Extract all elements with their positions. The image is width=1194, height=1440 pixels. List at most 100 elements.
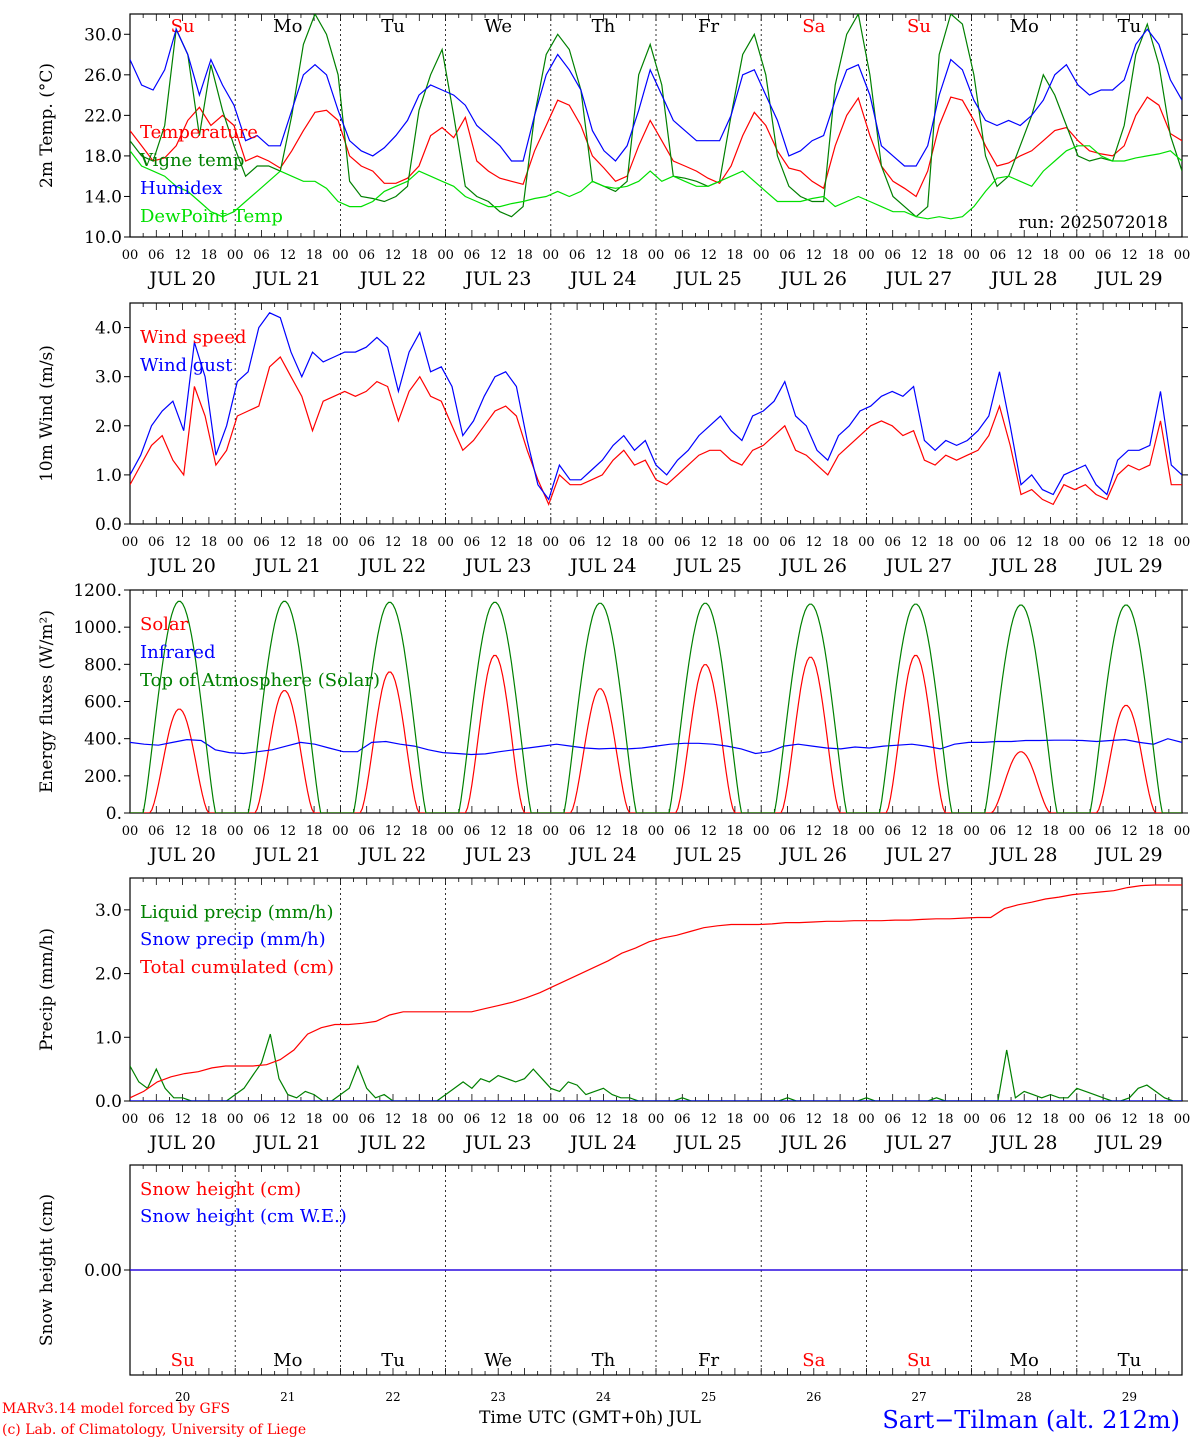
hour-tick-label: 00 <box>1174 1112 1191 1127</box>
hour-tick-label: 00 <box>1069 248 1086 263</box>
day-letter: Mo <box>273 16 302 37</box>
legend-label: Wind speed <box>140 327 246 348</box>
date-label: JUL 22 <box>358 844 426 866</box>
hour-tick-label: 12 <box>1016 1112 1033 1127</box>
hour-tick-label: 06 <box>358 824 375 839</box>
hour-tick-label: 18 <box>201 535 218 550</box>
legend-label: Solar <box>140 614 189 635</box>
hour-tick-label: 12 <box>1121 248 1138 263</box>
day-letter: Su <box>171 16 195 37</box>
hour-tick-label: 12 <box>911 535 928 550</box>
date-label: JUL 26 <box>779 844 847 866</box>
hour-tick-label: 12 <box>911 248 928 263</box>
y-tick-label: 400. <box>84 730 122 750</box>
hour-tick-label: 18 <box>306 535 323 550</box>
hour-tick-label: 00 <box>963 824 980 839</box>
date-label: JUL 22 <box>358 268 426 290</box>
date-label: JUL 22 <box>358 555 426 577</box>
station-label: Sart−Tilman (alt. 212m) <box>882 1406 1180 1434</box>
hour-tick-label: 18 <box>937 824 954 839</box>
y-tick-label: 4.0 <box>95 319 122 339</box>
y-tick-label: 0.00 <box>84 1261 122 1281</box>
y-tick-label: 2.0 <box>95 965 122 985</box>
hour-tick-label: 18 <box>201 1112 218 1127</box>
day-letter: Su <box>907 1350 931 1371</box>
hour-tick-label: 06 <box>464 248 481 263</box>
hour-tick-label: 06 <box>358 535 375 550</box>
hour-tick-label: 12 <box>806 248 823 263</box>
hour-tick-label: 18 <box>1042 1112 1059 1127</box>
hour-tick-label: 12 <box>806 1112 823 1127</box>
y-tick-label: 600. <box>84 693 122 713</box>
date-label: JUL 21 <box>253 268 321 290</box>
hour-tick-label: 00 <box>1174 535 1191 550</box>
hour-tick-label: 12 <box>280 824 297 839</box>
legend-label: Snow height (cm) <box>140 1179 301 1200</box>
day-number-label: 29 <box>1122 1390 1137 1404</box>
hour-tick-label: 06 <box>1095 248 1112 263</box>
hour-tick-label: 06 <box>990 824 1007 839</box>
date-label: JUL 21 <box>253 555 321 577</box>
hour-tick-label: 12 <box>385 1112 402 1127</box>
hour-tick-label: 06 <box>253 535 270 550</box>
hour-tick-label: 18 <box>621 535 638 550</box>
day-letter: Tu <box>381 1350 405 1371</box>
day-number-label: 27 <box>911 1390 926 1404</box>
date-label: JUL 20 <box>147 268 215 290</box>
hour-tick-label: 00 <box>753 535 770 550</box>
hour-tick-label: 06 <box>569 248 586 263</box>
day-letter: Fr <box>698 16 719 37</box>
y-tick-label: 18.0 <box>84 147 122 167</box>
hour-tick-label: 18 <box>727 1112 744 1127</box>
hour-tick-label: 00 <box>543 535 560 550</box>
hour-tick-label: 06 <box>990 1112 1007 1127</box>
hour-tick-label: 06 <box>358 248 375 263</box>
hour-tick-label: 00 <box>543 1112 560 1127</box>
hour-tick-label: 18 <box>1147 1112 1164 1127</box>
day-letter: Tu <box>381 16 405 37</box>
hour-tick-label: 18 <box>621 824 638 839</box>
hour-tick-label: 12 <box>806 824 823 839</box>
hour-tick-label: 06 <box>990 535 1007 550</box>
chart-panels: 10.014.018.022.026.030.02m Temp. (°C)00 0… <box>37 13 1191 1404</box>
hour-tick-label: 12 <box>595 248 612 263</box>
day-letter: Sa <box>802 1350 825 1371</box>
series-line <box>130 96 1182 198</box>
date-label: JUL 25 <box>673 555 741 577</box>
hour-tick-label: 00 <box>437 535 454 550</box>
date-label: JUL 25 <box>673 268 741 290</box>
precip-series-group <box>130 884 1182 1101</box>
hour-tick-label: 12 <box>490 535 507 550</box>
hour-tick-label: 18 <box>832 1112 849 1127</box>
hour-tick-label: 18 <box>937 535 954 550</box>
hour-tick-label: 12 <box>174 248 191 263</box>
series-line <box>130 1033 1182 1101</box>
hour-tick-label: 06 <box>148 1112 165 1127</box>
hour-tick-label: 06 <box>253 824 270 839</box>
series-line <box>130 600 1182 813</box>
hour-tick-label: 12 <box>174 535 191 550</box>
legend-label: Snow precip (mm/h) <box>140 929 326 950</box>
hour-tick-label: 12 <box>911 1112 928 1127</box>
series-line <box>130 356 1182 507</box>
y-axis-label: Snow height (cm) <box>37 1194 57 1346</box>
hour-tick-label: 06 <box>779 824 796 839</box>
y-tick-label: 1.0 <box>95 1028 122 1048</box>
hour-tick-label: 00 <box>1069 535 1086 550</box>
hour-tick-label: 18 <box>201 248 218 263</box>
hour-tick-label: 06 <box>884 824 901 839</box>
hour-tick-label: 12 <box>700 1112 717 1127</box>
energy-panel: 0. 200. 400. 600. 800. 1000. 1200. Energy fluxe… <box>37 581 1190 866</box>
hour-tick-label: 06 <box>253 1112 270 1127</box>
hour-tick-label: 18 <box>621 1112 638 1127</box>
hour-tick-label: 06 <box>779 1112 796 1127</box>
day-number-label: 22 <box>385 1390 400 1404</box>
date-label: JUL 27 <box>884 1132 952 1154</box>
hour-tick-label: 18 <box>516 248 533 263</box>
legend-label: Temperature <box>140 122 258 143</box>
day-number-label: 20 <box>175 1390 190 1404</box>
hour-tick-label: 06 <box>674 824 691 839</box>
hour-tick-label: 12 <box>700 248 717 263</box>
hour-tick-label: 12 <box>490 824 507 839</box>
